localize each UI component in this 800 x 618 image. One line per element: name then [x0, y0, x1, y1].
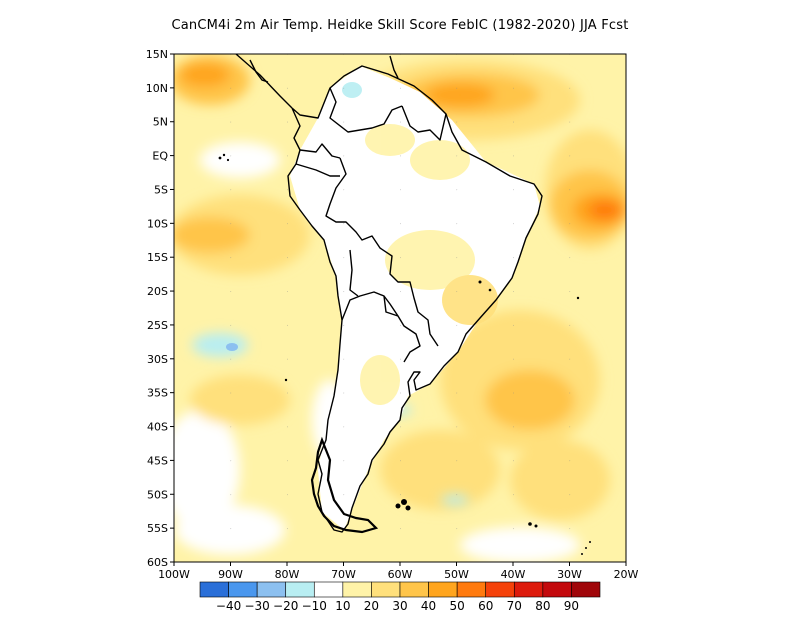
- lat-label: 35S: [147, 387, 168, 400]
- colorbar-label: 50: [450, 599, 465, 613]
- lat-label: 45S: [147, 454, 168, 467]
- colorbar-swatch: [456, 581, 487, 598]
- lon-label: 40W: [501, 568, 526, 581]
- skill-field: [174, 54, 626, 562]
- lon-label: 60W: [388, 568, 413, 581]
- lat-label: 15N: [146, 48, 168, 61]
- colorbar-swatch: [399, 581, 429, 598]
- colorbar-label: 90: [564, 599, 579, 613]
- colorbar-swatch: [313, 581, 344, 598]
- colorbar-swatch: [513, 581, 544, 598]
- colorbar-swatch: [256, 581, 287, 598]
- colorbar-label: 30: [392, 599, 407, 613]
- lat-label: 40S: [147, 421, 168, 434]
- lon-label: 90W: [218, 568, 243, 581]
- lat-label: 5S: [154, 183, 168, 196]
- colorbar-labels: −40 −30 −20 −10 10 20 30 40 50 60 70 80 90: [216, 599, 579, 613]
- lon-label: 50W: [444, 568, 469, 581]
- lat-label: EQ: [152, 150, 168, 163]
- lat-label: 60S: [147, 556, 168, 569]
- colorbar-swatch: [342, 581, 372, 598]
- colorbar-swatch: [371, 581, 401, 598]
- colorbar-label: 80: [535, 599, 550, 613]
- colorbar-swatch: [542, 581, 572, 598]
- colorbar-label: −40: [216, 599, 241, 613]
- colorbar-label: −10: [302, 599, 327, 613]
- lat-label: 50S: [147, 488, 168, 501]
- colorbar-swatch: [285, 581, 315, 598]
- colorbar-label: 10: [335, 599, 350, 613]
- colorbar-label: 40: [421, 599, 436, 613]
- colorbar-label: 20: [364, 599, 379, 613]
- longitude-axis: 100W 90W 80W 70W 60W 50W 40W 30W 20W: [158, 562, 639, 581]
- lon-label: 70W: [331, 568, 356, 581]
- colorbar-label: 60: [478, 599, 493, 613]
- lon-label: 80W: [275, 568, 300, 581]
- colorbar-label: 70: [507, 599, 522, 613]
- colorbar-label: −30: [244, 599, 269, 613]
- lon-label: 100W: [158, 568, 190, 581]
- map-title: CanCM4i 2m Air Temp. Heidke Skill Score …: [171, 18, 629, 33]
- lat-label: 20S: [147, 285, 168, 298]
- lat-label: 10N: [146, 82, 168, 95]
- colorbar-swatch: [571, 581, 601, 598]
- lon-label: 20W: [614, 568, 639, 581]
- colorbar-swatch: [228, 581, 258, 598]
- lat-label: 10S: [147, 217, 168, 230]
- colorbar-label: −20: [273, 599, 298, 613]
- lat-label: 25S: [147, 319, 168, 332]
- colorbar-swatch: [199, 581, 229, 598]
- lat-label: 5N: [153, 116, 168, 129]
- latitude-axis: 15N 10N 5N EQ 5S 10S 15S 20S 25S 30S 35S 40S 45S 50S 5…: [146, 48, 174, 569]
- colorbar-swatch: [485, 581, 515, 598]
- lon-label: 30W: [557, 568, 582, 581]
- lat-label: 15S: [147, 251, 168, 264]
- colorbar: [199, 581, 601, 598]
- colorbar-swatch: [428, 581, 458, 598]
- lat-label: 55S: [147, 522, 168, 535]
- lat-label: 30S: [147, 353, 168, 366]
